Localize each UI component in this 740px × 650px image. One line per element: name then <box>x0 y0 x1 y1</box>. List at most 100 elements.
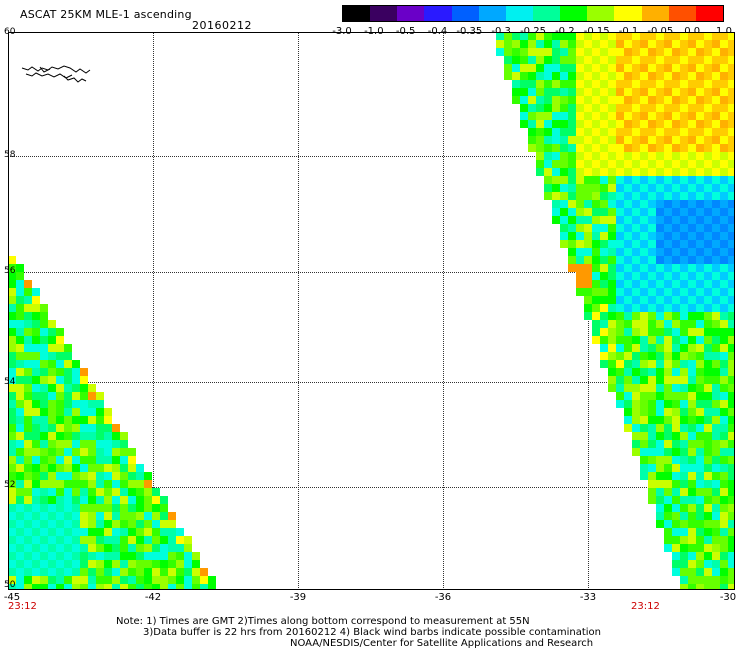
wind-cell <box>664 520 672 528</box>
wind-cell <box>680 328 688 336</box>
wind-cell <box>728 288 735 296</box>
wind-cell <box>584 136 592 144</box>
wind-cell <box>632 48 640 56</box>
wind-cell <box>624 48 632 56</box>
wind-cell <box>544 40 552 48</box>
wind-cell <box>712 144 720 152</box>
wind-cell <box>672 176 680 184</box>
wind-cell <box>48 576 56 584</box>
wind-cell <box>504 40 512 48</box>
wind-cell <box>728 280 735 288</box>
wind-cell <box>120 472 128 480</box>
wind-cell <box>696 392 704 400</box>
wind-cell <box>616 352 624 360</box>
wind-cell <box>696 176 704 184</box>
wind-cell <box>664 352 672 360</box>
wind-cell <box>704 104 712 112</box>
wind-cell <box>616 360 624 368</box>
wind-cell <box>720 232 728 240</box>
wind-cell <box>648 456 656 464</box>
wind-cell <box>712 552 720 560</box>
wind-cell <box>720 304 728 312</box>
wind-cell <box>688 440 696 448</box>
wind-cell <box>728 360 735 368</box>
wind-cell <box>88 528 96 536</box>
wind-cell <box>576 56 584 64</box>
wind-cell <box>616 80 624 88</box>
wind-cell <box>600 120 608 128</box>
wind-cell <box>728 128 735 136</box>
wind-cell <box>664 536 672 544</box>
wind-cell <box>592 32 600 40</box>
wind-cell <box>728 344 735 352</box>
wind-cell <box>8 536 16 544</box>
wind-cell <box>664 248 672 256</box>
wind-cell <box>48 488 56 496</box>
wind-cell <box>136 560 144 568</box>
wind-cell <box>568 192 576 200</box>
wind-cell <box>648 392 656 400</box>
wind-cell <box>96 432 104 440</box>
wind-cell <box>616 224 624 232</box>
wind-cell <box>32 576 40 584</box>
wind-cell <box>656 264 664 272</box>
wind-cell <box>592 320 600 328</box>
wind-cell <box>728 256 735 264</box>
wind-cell <box>712 504 720 512</box>
note-line-3: NOAA/NESDIS/Center for Satellite Applica… <box>290 638 594 649</box>
wind-cell <box>152 544 160 552</box>
wind-cell <box>616 232 624 240</box>
wind-cell <box>16 400 24 408</box>
wind-cell <box>24 408 32 416</box>
wind-cell <box>120 520 128 528</box>
wind-cell <box>576 176 584 184</box>
wind-cell <box>576 152 584 160</box>
lat-label-50: 50 <box>4 580 16 590</box>
wind-cell <box>8 400 16 408</box>
wind-cell <box>152 528 160 536</box>
wind-cell <box>40 488 48 496</box>
wind-cell <box>16 576 24 584</box>
wind-cell <box>600 192 608 200</box>
wind-cell <box>544 48 552 56</box>
wind-cell <box>600 184 608 192</box>
wind-cell <box>184 536 192 544</box>
wind-cell <box>552 32 560 40</box>
wind-cell <box>680 336 688 344</box>
wind-cell <box>600 320 608 328</box>
wind-cell <box>608 288 616 296</box>
wind-cell <box>720 120 728 128</box>
wind-cell <box>624 208 632 216</box>
wind-cell <box>80 392 88 400</box>
wind-cell <box>48 504 56 512</box>
wind-cell <box>720 32 728 40</box>
wind-cell <box>672 216 680 224</box>
wind-cell <box>672 248 680 256</box>
wind-cell <box>96 456 104 464</box>
wind-cell <box>576 248 584 256</box>
wind-cell <box>680 520 688 528</box>
wind-cell <box>688 552 696 560</box>
wind-cell <box>656 488 664 496</box>
wind-cell <box>648 440 656 448</box>
wind-cell <box>664 480 672 488</box>
wind-cell <box>680 416 688 424</box>
wind-cell <box>552 176 560 184</box>
wind-cell <box>648 56 656 64</box>
wind-cell <box>672 544 680 552</box>
wind-cell <box>584 72 592 80</box>
wind-cell <box>552 72 560 80</box>
wind-cell <box>640 168 648 176</box>
wind-cell <box>104 544 112 552</box>
wind-cell <box>64 496 72 504</box>
wind-cell <box>696 304 704 312</box>
wind-cell <box>704 504 712 512</box>
wind-cell <box>128 448 136 456</box>
wind-cell <box>648 256 656 264</box>
wind-cell <box>600 216 608 224</box>
wind-cell <box>40 344 48 352</box>
wind-cell <box>184 576 192 584</box>
wind-cell <box>664 496 672 504</box>
wind-cell <box>104 424 112 432</box>
wind-cell <box>576 256 584 264</box>
